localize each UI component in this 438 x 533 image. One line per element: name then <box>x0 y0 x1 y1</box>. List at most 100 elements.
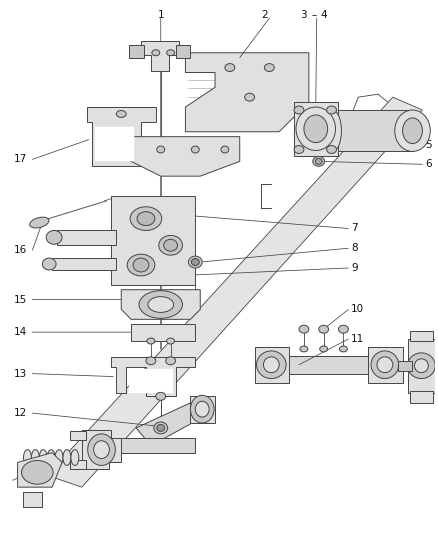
Ellipse shape <box>304 115 328 143</box>
Ellipse shape <box>339 346 347 352</box>
Ellipse shape <box>130 207 162 230</box>
Ellipse shape <box>164 239 177 251</box>
Polygon shape <box>129 45 144 58</box>
Polygon shape <box>176 45 191 58</box>
Polygon shape <box>111 357 195 397</box>
Polygon shape <box>141 41 179 70</box>
Ellipse shape <box>191 395 214 423</box>
Text: 16: 16 <box>14 245 28 255</box>
Ellipse shape <box>139 290 183 318</box>
Ellipse shape <box>315 158 322 164</box>
Ellipse shape <box>137 212 155 225</box>
Polygon shape <box>70 431 86 440</box>
Polygon shape <box>410 331 433 341</box>
Polygon shape <box>121 290 200 319</box>
Ellipse shape <box>191 146 199 153</box>
Ellipse shape <box>299 325 309 333</box>
Polygon shape <box>398 361 412 370</box>
Ellipse shape <box>94 441 110 458</box>
Ellipse shape <box>148 296 173 312</box>
Ellipse shape <box>146 357 156 365</box>
Ellipse shape <box>88 434 115 465</box>
Ellipse shape <box>257 351 286 378</box>
Text: 10: 10 <box>351 304 364 314</box>
Text: 1: 1 <box>157 10 164 20</box>
Polygon shape <box>22 492 42 507</box>
Ellipse shape <box>147 338 155 344</box>
Ellipse shape <box>263 357 279 373</box>
Ellipse shape <box>24 450 32 465</box>
Text: 12: 12 <box>14 408 28 418</box>
Text: 7: 7 <box>351 223 358 233</box>
Polygon shape <box>52 258 117 270</box>
Polygon shape <box>47 97 422 487</box>
Ellipse shape <box>265 63 274 71</box>
Polygon shape <box>408 339 435 393</box>
Polygon shape <box>129 369 173 393</box>
Ellipse shape <box>371 351 399 378</box>
Ellipse shape <box>157 424 165 431</box>
Ellipse shape <box>294 106 304 114</box>
Ellipse shape <box>46 230 62 244</box>
Ellipse shape <box>296 107 336 150</box>
Ellipse shape <box>377 357 393 373</box>
Polygon shape <box>136 398 210 446</box>
Text: 5: 5 <box>425 140 432 150</box>
Polygon shape <box>57 230 117 245</box>
Polygon shape <box>70 459 86 470</box>
Ellipse shape <box>221 146 229 153</box>
Text: 2: 2 <box>261 10 268 20</box>
Ellipse shape <box>21 461 53 484</box>
Ellipse shape <box>191 259 199 265</box>
Ellipse shape <box>319 325 328 333</box>
Polygon shape <box>131 324 195 341</box>
Ellipse shape <box>403 118 422 143</box>
Text: 14: 14 <box>14 327 28 337</box>
Ellipse shape <box>167 338 175 344</box>
Ellipse shape <box>313 156 325 166</box>
Polygon shape <box>131 136 240 176</box>
Text: 17: 17 <box>14 155 28 164</box>
Ellipse shape <box>339 325 348 333</box>
Ellipse shape <box>63 450 71 465</box>
Polygon shape <box>191 397 215 423</box>
Text: 15: 15 <box>14 295 28 304</box>
Text: –: – <box>311 10 316 20</box>
Ellipse shape <box>154 422 168 434</box>
Polygon shape <box>294 102 339 156</box>
Ellipse shape <box>152 50 160 56</box>
Ellipse shape <box>395 110 430 151</box>
Text: 13: 13 <box>14 369 28 378</box>
Polygon shape <box>410 391 433 403</box>
Ellipse shape <box>117 110 126 117</box>
Ellipse shape <box>294 146 304 154</box>
Ellipse shape <box>327 146 336 154</box>
Ellipse shape <box>32 450 39 465</box>
Ellipse shape <box>245 93 254 101</box>
Ellipse shape <box>327 106 336 114</box>
Text: 4: 4 <box>320 10 327 20</box>
Ellipse shape <box>55 450 63 465</box>
Ellipse shape <box>159 236 183 255</box>
Polygon shape <box>95 127 134 161</box>
Ellipse shape <box>188 256 202 268</box>
Ellipse shape <box>414 359 428 373</box>
Polygon shape <box>258 356 368 374</box>
Polygon shape <box>254 347 289 384</box>
Ellipse shape <box>127 254 155 276</box>
Ellipse shape <box>167 50 175 56</box>
Ellipse shape <box>300 346 308 352</box>
Ellipse shape <box>156 392 166 400</box>
Polygon shape <box>333 110 413 151</box>
Ellipse shape <box>408 353 435 378</box>
Polygon shape <box>106 438 195 453</box>
Ellipse shape <box>195 401 209 417</box>
Text: 11: 11 <box>351 334 364 344</box>
Polygon shape <box>18 453 62 487</box>
Ellipse shape <box>39 450 47 465</box>
Ellipse shape <box>157 146 165 153</box>
Polygon shape <box>368 347 403 384</box>
Polygon shape <box>111 196 195 285</box>
Ellipse shape <box>133 258 149 272</box>
Ellipse shape <box>225 63 235 71</box>
